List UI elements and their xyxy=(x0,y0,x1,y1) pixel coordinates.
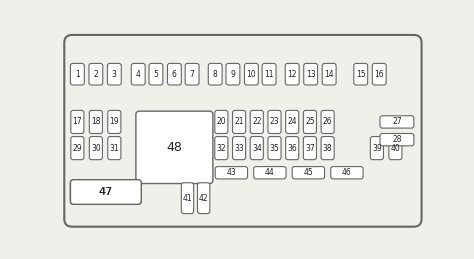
Text: 33: 33 xyxy=(234,144,244,153)
Text: 36: 36 xyxy=(287,144,297,153)
Text: 23: 23 xyxy=(270,117,279,126)
Text: 13: 13 xyxy=(306,70,316,79)
Text: 4: 4 xyxy=(136,70,141,79)
Text: 47: 47 xyxy=(99,187,113,197)
FancyBboxPatch shape xyxy=(268,136,281,160)
FancyBboxPatch shape xyxy=(380,133,414,146)
Text: 26: 26 xyxy=(323,117,332,126)
FancyBboxPatch shape xyxy=(286,136,299,160)
Text: 32: 32 xyxy=(217,144,226,153)
Text: 16: 16 xyxy=(374,70,384,79)
FancyBboxPatch shape xyxy=(321,136,334,160)
Text: 35: 35 xyxy=(270,144,279,153)
FancyBboxPatch shape xyxy=(215,167,247,179)
FancyBboxPatch shape xyxy=(250,136,264,160)
FancyBboxPatch shape xyxy=(136,111,213,184)
FancyBboxPatch shape xyxy=(303,110,317,133)
FancyBboxPatch shape xyxy=(185,63,199,85)
Text: 29: 29 xyxy=(73,144,82,153)
Text: 24: 24 xyxy=(287,117,297,126)
FancyBboxPatch shape xyxy=(268,110,281,133)
FancyBboxPatch shape xyxy=(215,110,228,133)
Text: 2: 2 xyxy=(93,70,98,79)
Text: 37: 37 xyxy=(305,144,315,153)
FancyBboxPatch shape xyxy=(303,136,317,160)
FancyBboxPatch shape xyxy=(354,63,368,85)
FancyBboxPatch shape xyxy=(71,63,84,85)
FancyBboxPatch shape xyxy=(292,167,325,179)
Text: 11: 11 xyxy=(264,70,274,79)
Text: 46: 46 xyxy=(342,168,352,177)
FancyBboxPatch shape xyxy=(198,183,210,214)
FancyBboxPatch shape xyxy=(285,63,299,85)
FancyBboxPatch shape xyxy=(89,110,102,133)
Text: 10: 10 xyxy=(246,70,256,79)
FancyBboxPatch shape xyxy=(108,136,121,160)
FancyBboxPatch shape xyxy=(233,136,246,160)
FancyBboxPatch shape xyxy=(71,110,84,133)
FancyBboxPatch shape xyxy=(108,110,121,133)
FancyBboxPatch shape xyxy=(64,35,421,227)
Text: 39: 39 xyxy=(372,144,382,153)
FancyBboxPatch shape xyxy=(149,63,163,85)
FancyBboxPatch shape xyxy=(89,136,102,160)
FancyBboxPatch shape xyxy=(226,63,240,85)
Text: 17: 17 xyxy=(73,117,82,126)
FancyBboxPatch shape xyxy=(322,63,336,85)
FancyBboxPatch shape xyxy=(71,180,141,204)
FancyBboxPatch shape xyxy=(304,63,318,85)
FancyBboxPatch shape xyxy=(254,167,286,179)
FancyBboxPatch shape xyxy=(208,63,222,85)
Text: 28: 28 xyxy=(392,135,401,144)
Text: 22: 22 xyxy=(252,117,262,126)
Text: 30: 30 xyxy=(91,144,101,153)
Text: 34: 34 xyxy=(252,144,262,153)
Text: 7: 7 xyxy=(190,70,194,79)
Text: 42: 42 xyxy=(199,194,209,203)
Text: 20: 20 xyxy=(217,117,226,126)
FancyBboxPatch shape xyxy=(233,110,246,133)
Text: 27: 27 xyxy=(392,117,402,126)
Text: 21: 21 xyxy=(234,117,244,126)
FancyBboxPatch shape xyxy=(321,110,334,133)
Text: 8: 8 xyxy=(213,70,218,79)
Text: 41: 41 xyxy=(182,194,192,203)
FancyBboxPatch shape xyxy=(131,63,145,85)
Text: 9: 9 xyxy=(230,70,236,79)
Text: 44: 44 xyxy=(265,168,275,177)
Text: 43: 43 xyxy=(227,168,236,177)
Text: 12: 12 xyxy=(287,70,297,79)
Text: 1: 1 xyxy=(75,70,80,79)
FancyBboxPatch shape xyxy=(215,136,228,160)
Text: 31: 31 xyxy=(109,144,119,153)
Text: 14: 14 xyxy=(324,70,334,79)
Text: 48: 48 xyxy=(166,141,182,154)
FancyBboxPatch shape xyxy=(372,63,386,85)
Text: 25: 25 xyxy=(305,117,315,126)
Text: 47: 47 xyxy=(99,187,113,197)
FancyBboxPatch shape xyxy=(71,136,84,160)
FancyBboxPatch shape xyxy=(250,110,264,133)
Text: 6: 6 xyxy=(172,70,177,79)
FancyBboxPatch shape xyxy=(167,63,182,85)
Text: 38: 38 xyxy=(323,144,332,153)
FancyBboxPatch shape xyxy=(331,167,363,179)
Text: 45: 45 xyxy=(303,168,313,177)
FancyBboxPatch shape xyxy=(89,63,103,85)
Text: 19: 19 xyxy=(109,117,119,126)
FancyBboxPatch shape xyxy=(380,116,414,128)
FancyBboxPatch shape xyxy=(389,136,402,160)
Text: 40: 40 xyxy=(391,144,400,153)
Text: 5: 5 xyxy=(154,70,158,79)
FancyBboxPatch shape xyxy=(245,63,258,85)
Text: 3: 3 xyxy=(112,70,117,79)
FancyBboxPatch shape xyxy=(370,136,383,160)
FancyBboxPatch shape xyxy=(71,180,141,204)
FancyBboxPatch shape xyxy=(286,110,299,133)
FancyBboxPatch shape xyxy=(108,63,121,85)
FancyBboxPatch shape xyxy=(182,183,194,214)
Text: 15: 15 xyxy=(356,70,365,79)
Text: 18: 18 xyxy=(91,117,100,126)
FancyBboxPatch shape xyxy=(262,63,276,85)
